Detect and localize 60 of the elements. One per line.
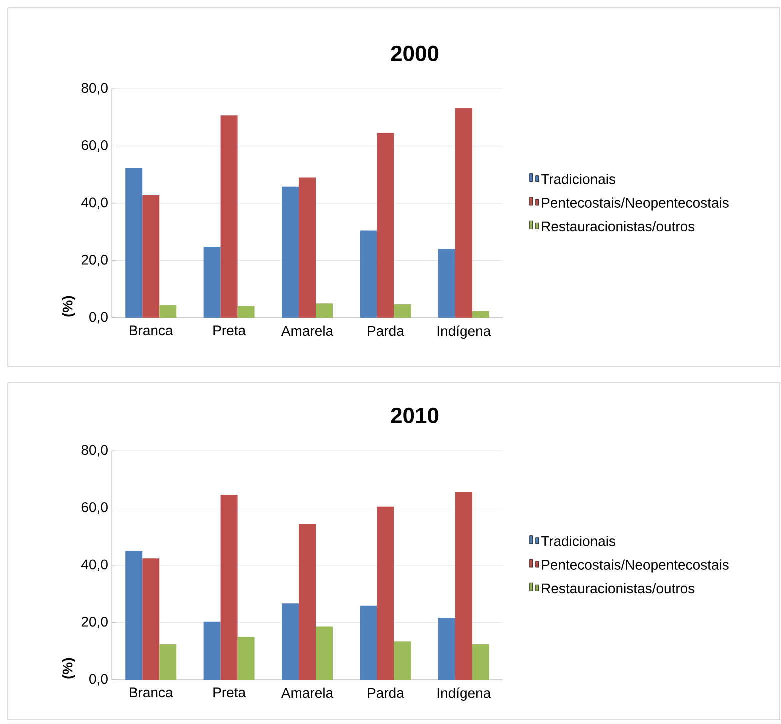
legend-label: Restauracionistas/outros (542, 583, 695, 594)
bar (438, 249, 456, 318)
x-tick-label: Amarela (281, 688, 334, 698)
bar (394, 304, 412, 318)
x-tick-label: Branca (130, 688, 174, 698)
bar (220, 495, 238, 680)
legend-label: Pentecostais/Neopentecostais (542, 560, 729, 573)
x-tick-label: Preta (214, 326, 246, 336)
y-axis-title: (%) (62, 658, 76, 679)
bar (299, 178, 316, 318)
bar (377, 133, 394, 318)
y-tick-label: 60,0 (82, 502, 108, 514)
y-tick-label: 20,0 (82, 254, 108, 267)
bar (394, 642, 412, 680)
bar (377, 506, 394, 680)
x-tick-label: Indígena (438, 326, 492, 340)
y-tick-label: 80,0 (82, 445, 108, 457)
bar (282, 604, 300, 680)
bar (282, 186, 300, 318)
bar (360, 606, 378, 680)
chart-title: 2010 (391, 408, 439, 424)
x-tick-label: Branca (130, 326, 174, 336)
y-tick-label: 0,0 (90, 674, 108, 686)
bar (204, 622, 221, 680)
bar (472, 311, 490, 318)
bar (142, 195, 160, 318)
x-tick-label: Parda (368, 326, 404, 336)
y-tick-label: 20,0 (82, 616, 108, 629)
bar (316, 304, 334, 318)
bar (142, 558, 160, 680)
y-tick-label: 80,0 (82, 83, 108, 95)
bar (126, 551, 143, 680)
x-tick-label: Parda (368, 688, 404, 698)
x-tick-label: Preta (214, 688, 246, 698)
bar (472, 644, 490, 680)
y-axis-title: (%) (62, 296, 76, 317)
bar (238, 637, 255, 680)
bar (204, 247, 221, 318)
bar (299, 524, 316, 680)
y-tick-label: 0,0 (90, 312, 108, 324)
x-tick-label: Indígena (438, 688, 492, 702)
bar (238, 306, 255, 318)
bar (438, 618, 456, 680)
y-tick-label: 60,0 (82, 140, 108, 152)
bar (360, 230, 378, 318)
y-tick-label: 40,0 (82, 198, 108, 210)
bar (220, 116, 238, 318)
legend-label: Tradicionais (541, 174, 616, 184)
bar (455, 492, 472, 680)
bar (126, 168, 143, 318)
legend-label: Pentecostais/Neopentecostais (542, 198, 729, 211)
legend-label: Tradicionais (541, 536, 616, 546)
chart-title: 2000 (391, 46, 439, 62)
bar (160, 305, 177, 318)
y-tick-label: 40,0 (82, 560, 108, 572)
bar (316, 626, 334, 680)
bar (455, 108, 472, 318)
legend-label: Restauracionistas/outros (542, 221, 695, 232)
bar (160, 644, 177, 680)
x-tick-label: Amarela (281, 326, 334, 336)
